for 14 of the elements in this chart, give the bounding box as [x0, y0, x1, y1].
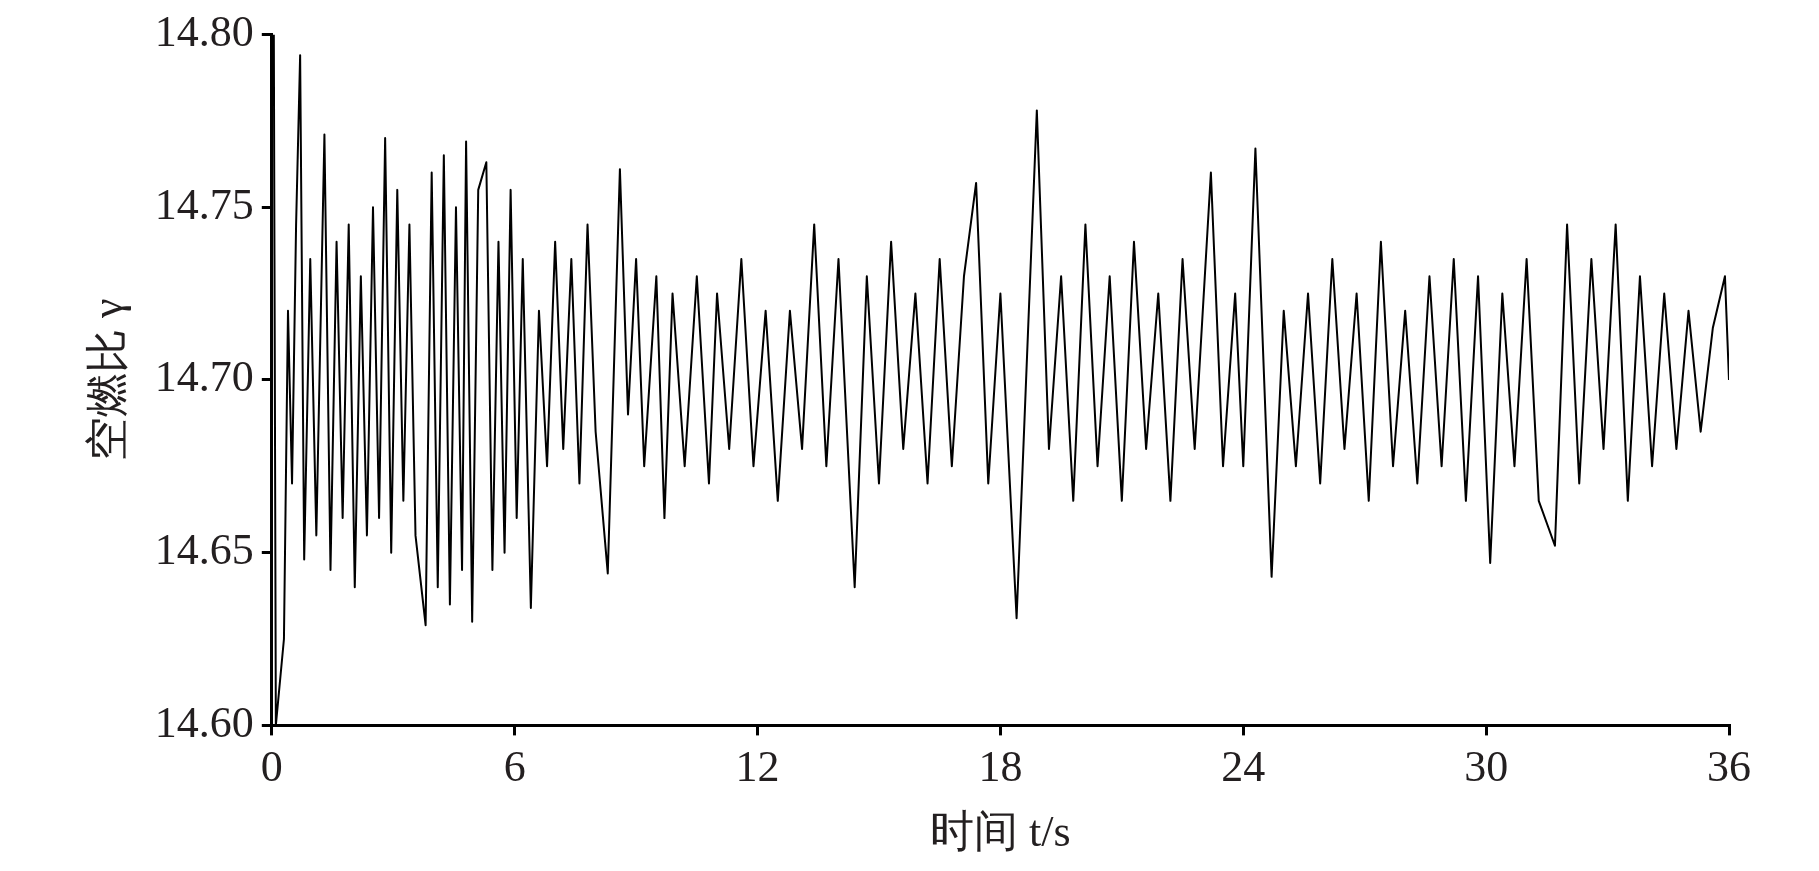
x-tick-label: 6 [503, 742, 526, 792]
y-tick-label: 14.65 [154, 525, 254, 575]
x-tick-label: 18 [978, 742, 1023, 792]
x-tick-label: 30 [1464, 742, 1509, 792]
x-tick-label: 12 [735, 742, 780, 792]
y-axis-title: 空燃比 γ [82, 298, 132, 462]
x-axis-title: 时间 t/s [930, 807, 1071, 857]
y-tick-label: 14.60 [154, 697, 254, 747]
y-tick-label: 14.80 [154, 6, 254, 56]
x-tick-label: 0 [260, 742, 283, 792]
y-tick-label: 14.75 [154, 179, 254, 229]
x-tick-label: 24 [1221, 742, 1266, 792]
x-tick-label: 36 [1707, 742, 1751, 792]
y-tick-label: 14.70 [154, 352, 254, 402]
